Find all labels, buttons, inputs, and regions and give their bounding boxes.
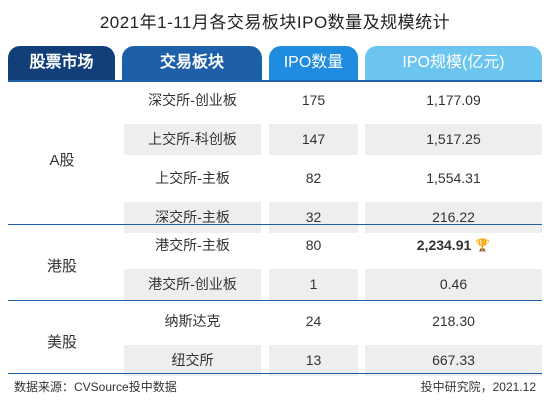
board-cell: 上交所-科创板 [124, 124, 261, 155]
size-value: 0.46 [439, 276, 468, 292]
table-row: 纽交所 13 667.33 [124, 345, 542, 376]
size-cell: 667.33 [365, 345, 542, 376]
size-value: 1,517.25 [426, 131, 481, 147]
column-header-size: IPO规模(亿元) [365, 46, 542, 80]
size-value: 1,177.09 [426, 92, 481, 108]
column-header-market: 股票市场 [8, 46, 115, 80]
count-cell: 82 [305, 170, 322, 186]
count-cell: 175 [301, 92, 326, 108]
board-cell: 深交所-创业板 [148, 92, 237, 108]
board-cell: 港交所-创业板 [124, 269, 261, 300]
count-cell: 80 [305, 237, 322, 253]
table-row: 港交所-主板 80 2,234.91 🏆 [124, 230, 542, 261]
market-label: 美股 [46, 334, 77, 351]
table-row: 上交所-主板 82 1,554.31 [124, 163, 542, 194]
table-row: 纳斯达克 24 218.30 [124, 306, 542, 337]
size-cell: 216.22 [365, 202, 542, 233]
table-row: 港交所-创业板 1 0.46 [124, 269, 542, 300]
group-divider [8, 224, 542, 225]
board-cell: 港交所-主板 [155, 237, 230, 253]
credit-note: 投中研究院，2021.12 [420, 380, 536, 394]
market-group: 美股 纳斯达克 24 218.30 纽交所 13 667.33 [8, 306, 542, 376]
market-label: 港股 [46, 258, 77, 275]
table-row: 上交所-科创板 147 1,517.25 [124, 124, 542, 155]
size-value: 2,234.91 [416, 237, 472, 253]
size-cell: 0.46 [365, 269, 542, 300]
size-value: 218.30 [432, 313, 475, 329]
size-cell: 1,177.09 [365, 85, 542, 116]
size-cell: 2,234.91 🏆 [365, 230, 542, 261]
count-cell: 24 [305, 313, 322, 329]
chart-title: 2021年1-11月各交易板块IPO数量及规模统计 [99, 13, 451, 32]
board-cell: 纽交所 [124, 345, 261, 376]
size-value: 1,554.31 [426, 170, 481, 186]
market-label: A股 [49, 152, 75, 169]
market-group: A股 深交所-创业板 175 1,177.09 上交所-科创板 147 1,517.25 上交… [8, 85, 542, 233]
trophy-icon: 🏆 [475, 238, 491, 252]
source-note: 数据来源：CVSource投中数据 [14, 380, 177, 394]
column-header-count: IPO数量 [269, 46, 358, 80]
count-cell: 13 [269, 345, 358, 376]
size-value: 216.22 [432, 209, 475, 225]
count-cell: 147 [269, 124, 358, 155]
table-header: 股票市场 交易板块 IPO数量 IPO规模(亿元) [8, 46, 542, 80]
size-cell: 1,554.31 [365, 163, 542, 194]
board-cell: 上交所-主板 [155, 170, 230, 186]
market-group: 港股 港交所-主板 80 2,234.91 🏆 港交所-创业板 1 0.46 [8, 230, 542, 300]
count-cell: 1 [269, 269, 358, 300]
table-row: 深交所-创业板 175 1,177.09 [124, 85, 542, 116]
size-value: 667.33 [432, 352, 475, 368]
group-divider [8, 300, 542, 301]
header-divider [8, 80, 542, 82]
size-cell: 218.30 [365, 306, 542, 337]
table-bottom-line [8, 373, 542, 374]
board-cell: 纳斯达克 [164, 313, 221, 329]
size-cell: 1,517.25 [365, 124, 542, 155]
count-cell: 32 [269, 202, 358, 233]
board-cell: 深交所-主板 [124, 202, 261, 233]
table-row: 深交所-主板 32 216.22 [124, 202, 542, 233]
column-header-board: 交易板块 [122, 46, 262, 80]
